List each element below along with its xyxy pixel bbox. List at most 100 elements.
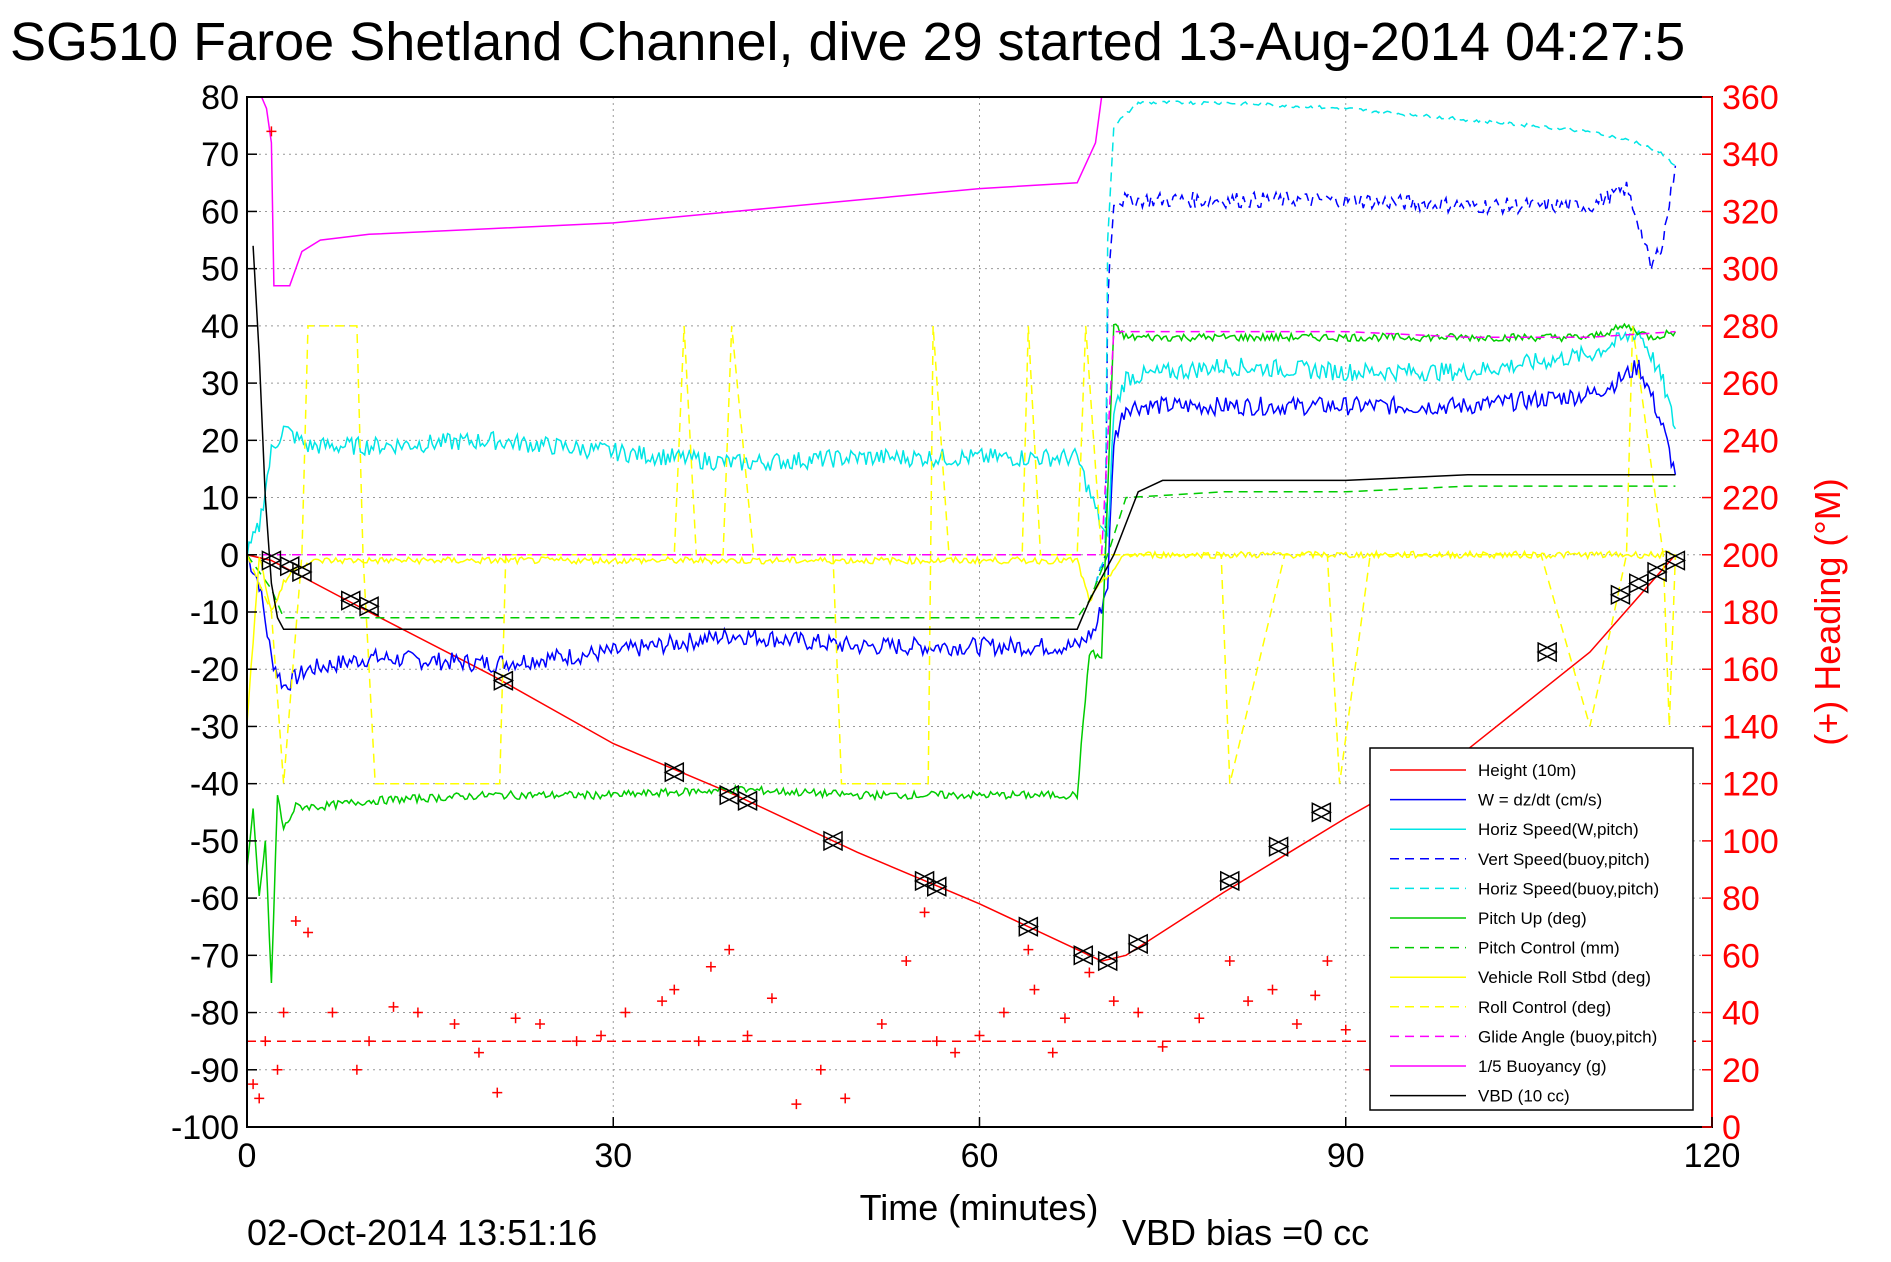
y-axis-right: 3603403203002802602402202001801601401201… [1702, 79, 1779, 1147]
heading-point [1059, 1013, 1070, 1024]
y-tick-label: 30 [201, 365, 239, 403]
waypoint-marker [1072, 945, 1094, 966]
heading-point [766, 993, 777, 1004]
y-right-tick-label: 20 [1722, 1052, 1760, 1090]
heading-point [278, 1007, 289, 1018]
heading-point [449, 1019, 460, 1029]
heading-point [974, 1030, 985, 1041]
heading-point [1029, 984, 1040, 995]
legend-label: Pitch Control (mm) [1478, 939, 1620, 958]
y-tick-label: -40 [190, 766, 239, 804]
waypoint-marker [1609, 584, 1632, 606]
heading-point [510, 1013, 521, 1024]
legend-label: VBD (10 cc) [1478, 1087, 1570, 1106]
heading-point [1267, 984, 1278, 995]
legend-label: Vert Speed(buoy,pitch) [1478, 850, 1650, 869]
x-axis-label: Time (minutes) [860, 1187, 1099, 1228]
heading-point [290, 916, 301, 926]
series-line-pitch-control-mm [246, 485, 1676, 619]
y-right-tick-label: 120 [1722, 766, 1779, 804]
heading-point [876, 1019, 887, 1029]
y-right-tick-label: 180 [1722, 594, 1779, 632]
heading-point [1194, 1013, 1205, 1024]
heading-point [620, 1007, 631, 1018]
heading-point [1243, 996, 1254, 1007]
y-tick-label: 0 [220, 537, 239, 575]
y-axis-left: 80 70 60 50 40 30 20 10 0 -10 -20 -30 -40 -50 -60 -70 -8… [171, 79, 257, 1147]
y-right-tick-label: 160 [1722, 651, 1779, 689]
waypoint-marker [736, 790, 759, 812]
y-right-tick-label: 300 [1722, 251, 1779, 289]
heading-point [1023, 944, 1034, 955]
y-right-tick-label: 220 [1722, 480, 1779, 518]
waypoint-marker [663, 762, 685, 783]
series-line-w-dz-dt-cm-s [246, 359, 1677, 691]
y-right-tick-label: 360 [1722, 79, 1779, 117]
heading-point [1340, 1024, 1351, 1035]
y-tick-label: 40 [201, 308, 239, 346]
waypoint-marker [1536, 641, 1558, 663]
y-right-tick-label: 200 [1722, 537, 1779, 575]
legend-label: Vehicle Roll Stbd (deg) [1478, 968, 1651, 987]
heading-point [742, 1030, 753, 1041]
legend-label: Horiz Speed(W,pitch) [1478, 820, 1639, 839]
y-right-tick-label: 60 [1722, 937, 1760, 975]
heading-point [272, 1064, 283, 1075]
x-tick-label: 120 [1684, 1137, 1741, 1175]
heading-point [1108, 996, 1119, 1007]
heading-point [840, 1093, 851, 1104]
heading-point [327, 1007, 338, 1018]
y-tick-label: 70 [201, 136, 239, 174]
heading-point [950, 1047, 961, 1058]
legend-box [1369, 747, 1694, 1111]
heading-point [535, 1019, 545, 1029]
vbd-bias-label: VBD bias =0 cc [1122, 1212, 1369, 1253]
y-tick-label: -50 [190, 823, 239, 861]
legend-label: W = dz/dt (cm/s) [1478, 791, 1602, 810]
heading-point [266, 126, 277, 137]
heading-point [1291, 1019, 1302, 1029]
plot-area [246, 96, 1712, 1110]
heading-point [1322, 956, 1333, 967]
heading-point [351, 1064, 362, 1075]
y-right-tick-label: 140 [1722, 708, 1779, 746]
legend: Height (10m) W = dz/dt (cm/s) Horiz Speed(… [1369, 747, 1694, 1111]
y-right-tick-label: 40 [1722, 995, 1760, 1033]
y-tick-label: -30 [190, 708, 239, 746]
y-right-tick-label: 320 [1722, 193, 1779, 231]
heading-point [412, 1007, 423, 1018]
legend-label: Roll Control (deg) [1478, 998, 1611, 1017]
y-tick-label: -100 [171, 1109, 239, 1147]
y-right-tick-label: 340 [1722, 136, 1779, 174]
y-tick-label: -80 [190, 995, 239, 1033]
waypoint-marker [358, 596, 380, 617]
y-right-tick-label: 280 [1722, 308, 1779, 346]
series-line-vbd-10-cc [252, 245, 1676, 630]
waypoint-marker [291, 561, 313, 583]
y-right-tick-label: 80 [1722, 880, 1760, 918]
waypoint-marker [1310, 802, 1333, 823]
heading-point [919, 907, 930, 918]
legend-label: Glide Angle (buoy,pitch) [1478, 1027, 1657, 1046]
heading-point [998, 1007, 1009, 1018]
heading-point [1133, 1007, 1144, 1018]
heading-point [815, 1064, 826, 1075]
series-line-vert-speed-buoy-pitch [1094, 165, 1677, 586]
waypoint-marker [1017, 916, 1040, 937]
y-right-tick-label: 260 [1722, 365, 1779, 403]
y-tick-label: -20 [190, 651, 239, 689]
heading-point [669, 984, 680, 995]
y-tick-label: 10 [201, 480, 239, 518]
y-tick-label: -60 [190, 880, 239, 918]
waypoint-marker [1267, 836, 1290, 857]
y-tick-label: -70 [190, 937, 239, 975]
waypoint-marker [1097, 950, 1119, 972]
x-axis: 0 30 60 90 120 [238, 1117, 1741, 1175]
series-line-glide-angle-buoy-pitch [247, 330, 1676, 556]
series-line-horiz-speed-w-pitch [246, 329, 1677, 559]
y-tick-label: 80 [201, 79, 239, 117]
y-tick-label: 50 [201, 251, 239, 289]
heading-point [901, 956, 912, 967]
x-tick-label: 60 [961, 1137, 999, 1175]
y-right-tick-label: 240 [1722, 422, 1779, 460]
